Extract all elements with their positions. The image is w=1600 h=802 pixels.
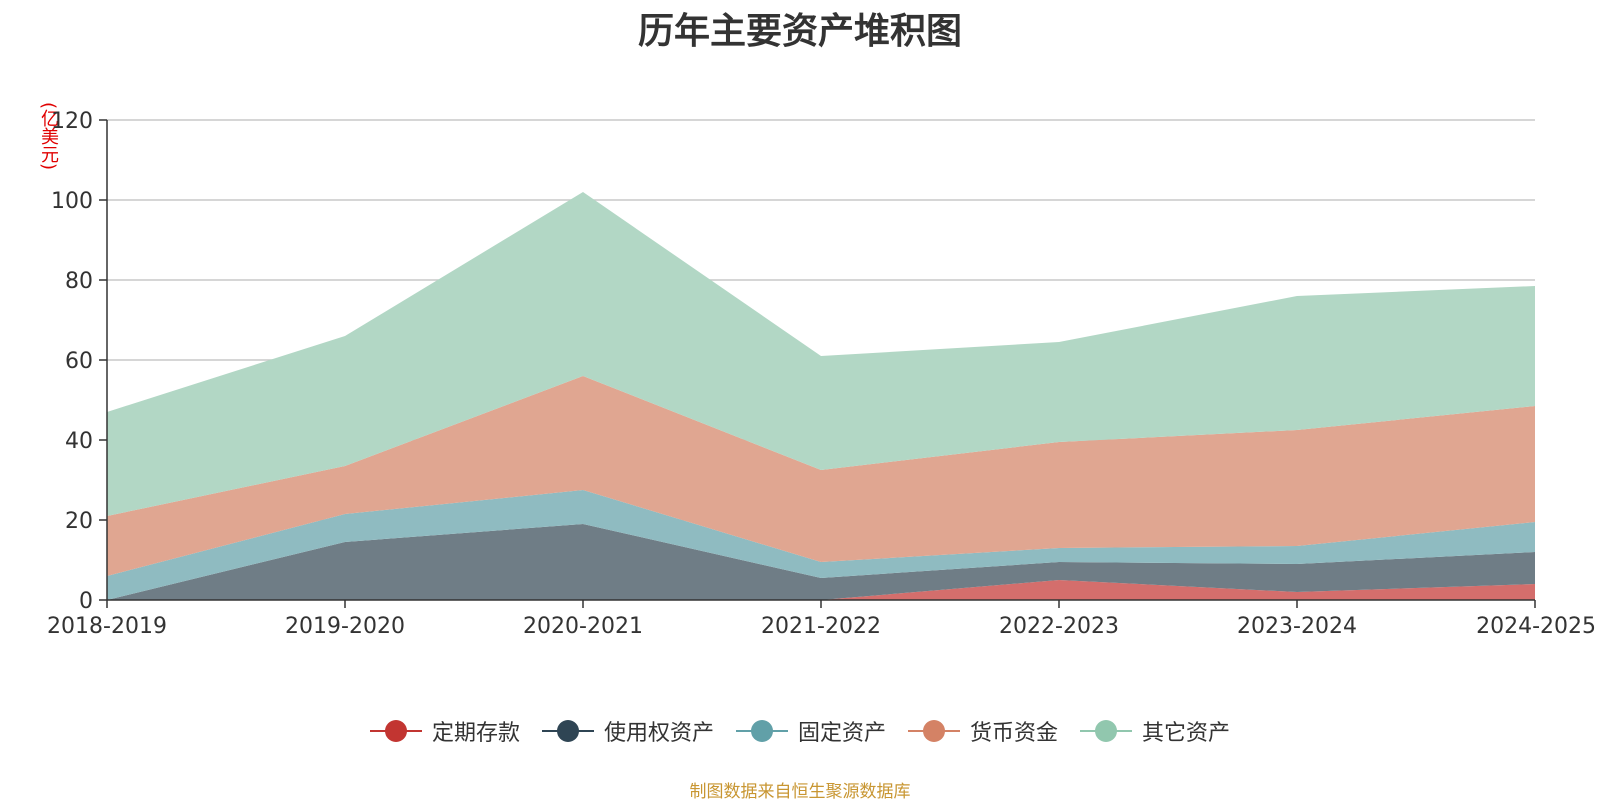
legend-marker xyxy=(1080,719,1133,743)
x-tick-label: 2024-2025 xyxy=(1476,614,1596,639)
legend-label: 固定资产 xyxy=(797,721,886,746)
axes: 0 20 40 60 80 100 120 2018-2019 2019-2020 2020-20… xyxy=(47,109,1596,639)
x-tick-label: 2023-2024 xyxy=(1237,614,1357,639)
legend-marker xyxy=(541,719,594,743)
legend-item[interactable]: 定期存款 xyxy=(369,715,520,747)
y-tick-label: 20 xyxy=(65,509,93,534)
x-tick-label: 2020-2021 xyxy=(523,614,643,639)
legend: 定期存款 使用权资产 固定资产 货币资金 其它资产 xyxy=(0,714,1600,748)
legend-marker xyxy=(908,719,960,743)
x-tick-label: 2022-2023 xyxy=(999,614,1119,639)
chart-title: 历年主要资产堆积图 xyxy=(637,11,962,52)
legend-item[interactable]: 使用权资产 xyxy=(541,715,714,747)
legend-label: 使用权资产 xyxy=(603,721,714,746)
y-tick-label: 60 xyxy=(65,349,93,374)
legend-marker xyxy=(369,719,422,743)
y-axis-unit-label: (亿美元) xyxy=(38,102,59,171)
legend-item[interactable]: 其它资产 xyxy=(1080,715,1230,747)
area-series-0 xyxy=(107,580,1535,600)
legend-label: 货币资金 xyxy=(970,721,1059,746)
y-tick-label: 80 xyxy=(65,269,93,294)
data-source-note: 制图数据来自恒生聚源数据库 xyxy=(689,782,911,802)
area-series-1 xyxy=(107,524,1535,600)
area-series-2 xyxy=(107,490,1535,600)
x-tick-label: 2021-2022 xyxy=(761,614,881,639)
x-tick-label: 2018-2019 xyxy=(47,614,167,639)
legend-item[interactable]: 固定资产 xyxy=(735,715,886,747)
area-series-3 xyxy=(107,376,1535,576)
y-tick-label: 120 xyxy=(51,109,93,134)
legend-label: 其它资产 xyxy=(1142,721,1231,746)
y-tick-label: 100 xyxy=(51,189,93,214)
area-series-4 xyxy=(107,192,1535,516)
x-tick-label: 2019-2020 xyxy=(285,614,405,639)
y-tick-label: 0 xyxy=(79,589,93,614)
legend-label: 定期存款 xyxy=(431,721,520,746)
legend-marker xyxy=(735,719,788,743)
area-series xyxy=(107,192,1535,600)
y-tick-label: 40 xyxy=(65,429,93,454)
legend-item[interactable]: 货币资金 xyxy=(908,715,1058,747)
